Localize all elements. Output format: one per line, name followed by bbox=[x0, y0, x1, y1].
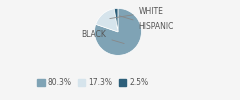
Wedge shape bbox=[96, 9, 118, 32]
Wedge shape bbox=[114, 8, 118, 32]
Text: WHITE: WHITE bbox=[110, 7, 163, 18]
Text: BLACK: BLACK bbox=[82, 30, 124, 44]
Wedge shape bbox=[95, 8, 141, 55]
Legend: 80.3%, 17.3%, 2.5%: 80.3%, 17.3%, 2.5% bbox=[34, 75, 151, 90]
Text: HISPANIC: HISPANIC bbox=[119, 16, 174, 31]
